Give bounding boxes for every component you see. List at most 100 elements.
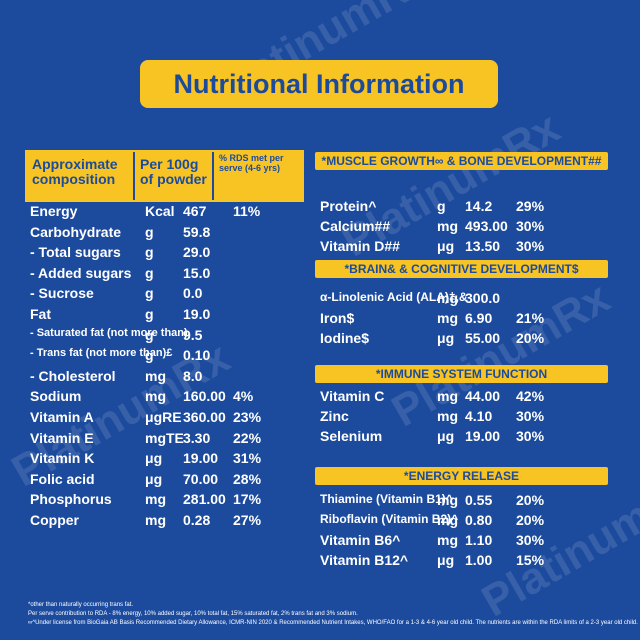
unit: g — [145, 285, 154, 302]
amount: 29.0 — [183, 244, 211, 261]
rda-percent: 11% — [233, 203, 261, 219]
amount: 3.30 — [183, 429, 211, 446]
rda-percent: 27% — [233, 512, 262, 528]
rda-percent: 30% — [516, 408, 545, 424]
amount: 467 — [183, 203, 207, 219]
amount: 14.2 — [465, 198, 493, 214]
unit: mg — [145, 491, 166, 508]
amount: 0.55 — [465, 492, 493, 508]
amount: 1.10 — [465, 532, 493, 548]
nutrient-name: Protein^ — [320, 198, 377, 214]
amount: 0.80 — [465, 512, 493, 528]
amount: 0.28 — [183, 512, 211, 528]
amount: 44.00 — [465, 388, 501, 404]
watermark: PlatinumRx — [473, 462, 640, 627]
nutrient-name: Zinc — [320, 408, 349, 424]
amount: 19.00 — [183, 450, 219, 467]
divider — [133, 152, 135, 200]
rda-percent: 21% — [516, 310, 545, 326]
unit: μg — [437, 238, 455, 254]
nutrient-name: Phosphorus — [30, 491, 112, 508]
rda-percent: 31% — [233, 450, 262, 467]
nutrient-name: Energy — [30, 203, 78, 219]
rda-percent: 30% — [516, 428, 545, 444]
amount: 9.5 — [183, 326, 203, 343]
nutrient-name: Calcium## — [320, 218, 391, 234]
header-cell: Approximate composition — [32, 156, 118, 188]
nutrient-name: - Sucrose — [30, 285, 94, 302]
nutrient-name: Sodium — [30, 388, 82, 405]
nutrient-name: Carbohydrate — [30, 223, 122, 240]
nutrient-name: - Cholesterol — [30, 367, 116, 384]
rda-percent: 17% — [233, 491, 262, 508]
amount: 493.00 — [465, 218, 508, 234]
nutrient-name: Riboflavin (Vitamin B2)^ — [320, 512, 459, 526]
unit: mg — [145, 367, 166, 384]
unit: g — [145, 264, 154, 281]
amount: 0.0 — [183, 285, 203, 302]
amount: 13.50 — [465, 238, 501, 254]
nutrient-name: Thiamine (Vitamin B1)^ — [320, 492, 453, 506]
unit: Kcal — [145, 203, 175, 219]
rda-percent: 20% — [516, 512, 545, 528]
rda-percent: 30% — [516, 238, 545, 254]
nutrient-name: - Saturated fat (not more than) — [30, 326, 188, 339]
footnote: *other than naturally occurring trans fa… — [28, 602, 134, 608]
nutrient-name: Vitamin B12^ — [320, 552, 409, 568]
amount: 19.00 — [465, 428, 501, 444]
rda-percent: 28% — [233, 470, 262, 487]
unit: g — [145, 347, 154, 364]
nutrient-name: Selenium — [320, 428, 383, 444]
unit: mg — [145, 388, 166, 405]
nutrient-name: Vitamin K — [30, 450, 95, 467]
nutrient-name: Fat — [30, 306, 51, 322]
amount: 360.00 — [183, 409, 226, 425]
unit: mg — [437, 310, 458, 326]
amount: 15.0 — [183, 264, 211, 281]
unit: μg — [145, 450, 163, 467]
unit: g — [145, 244, 154, 261]
nutrient-name: Vitamin C — [320, 388, 385, 404]
header-cell: % RDS met per serve (4-6 yrs) — [219, 153, 284, 173]
rda-percent: 30% — [516, 218, 545, 234]
nutrient-name: Copper — [30, 512, 79, 528]
header-cell: Per 100g of powder — [140, 156, 207, 188]
nutrient-name: Iron$ — [320, 310, 355, 326]
section-heading: *ENERGY RELEASE — [315, 467, 608, 485]
nutrient-name: Vitamin E — [30, 429, 94, 446]
amount: 4.10 — [465, 408, 493, 424]
amount: 8.0 — [183, 367, 203, 384]
rda-percent: 20% — [516, 492, 545, 508]
amount: 1.00 — [465, 552, 493, 568]
unit: g — [437, 198, 446, 214]
unit: g — [145, 326, 154, 343]
rda-percent: 30% — [516, 532, 545, 548]
unit: μgRE — [145, 409, 182, 425]
nutrient-name: - Trans fat (not more than)£ — [30, 347, 173, 360]
rda-percent: 22% — [233, 429, 262, 446]
section-heading: *MUSCLE GROWTH∞ & BONE DEVELOPMENT## — [315, 152, 608, 170]
rda-percent: 15% — [516, 552, 545, 568]
unit: mg — [145, 512, 166, 528]
unit: mg — [437, 388, 458, 404]
unit: g — [145, 306, 154, 322]
nutrient-name: - Total sugars — [30, 244, 121, 261]
nutrient-name: Vitamin A — [30, 409, 94, 425]
unit: mg — [437, 408, 458, 424]
rda-percent: 23% — [233, 409, 262, 425]
unit: μg — [437, 330, 455, 346]
rda-percent: 20% — [516, 330, 545, 346]
unit: μg — [437, 428, 455, 444]
table-header — [25, 150, 304, 202]
nutrient-name: - Added sugars — [30, 264, 132, 281]
section-heading: *IMMUNE SYSTEM FUNCTION — [315, 365, 608, 383]
rda-percent: 4% — [233, 388, 254, 405]
unit: mgTE — [145, 429, 184, 446]
nutrient-name: Vitamin D## — [320, 238, 400, 254]
unit: g — [145, 223, 154, 240]
divider — [212, 152, 214, 200]
footnote: ∞^Under license from BioGaia AB Basis Re… — [28, 620, 638, 626]
amount: 70.00 — [183, 470, 219, 487]
amount: 19.0 — [183, 306, 211, 322]
